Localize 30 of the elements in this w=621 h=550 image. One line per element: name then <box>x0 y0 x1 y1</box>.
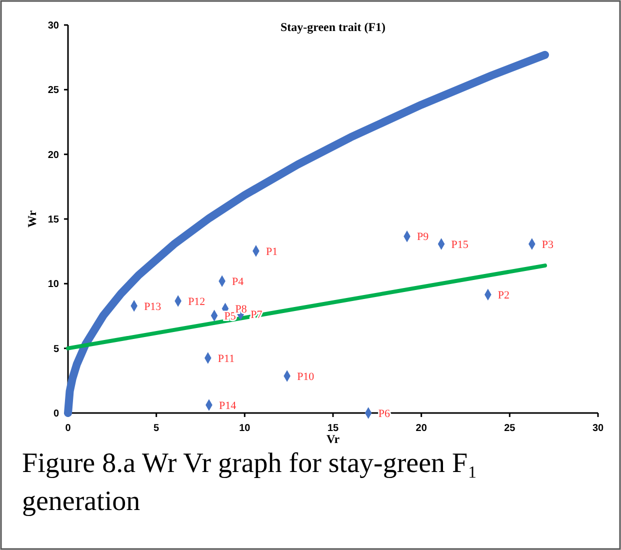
x-tick-label: 20 <box>416 423 428 434</box>
annotation: P1 <box>266 246 278 258</box>
annotation: P3 <box>542 238 554 251</box>
x-tick-label: 0 <box>65 423 72 434</box>
y-tick-label: 25 <box>48 85 60 96</box>
y-tick-label: 15 <box>48 214 60 226</box>
y-tick-label: 10 <box>48 279 60 290</box>
annotation: P13 <box>144 300 162 313</box>
annotation: P14 <box>218 400 237 412</box>
caption: Figure 8.a Wr Vr graph for stay-green F₁ generation <box>22 448 478 517</box>
chart-title: Stay-green trait (F1) <box>280 20 386 34</box>
annotation: P15 <box>451 238 469 251</box>
x-tick-label: 5 <box>154 423 160 434</box>
y-tick-label: 0 <box>53 408 60 420</box>
annotation: P12 <box>188 296 206 308</box>
x-tick-label: 25 <box>504 423 516 434</box>
annotation: P11 <box>218 352 235 365</box>
annotation: P4 <box>232 276 244 288</box>
x-tick-label: 10 <box>239 423 251 434</box>
y-axis-title: Wr <box>25 210 39 228</box>
x-tick-label: 30 <box>592 423 604 434</box>
y-tick-label: 5 <box>53 344 60 355</box>
annotation: P2 <box>498 290 510 302</box>
annotation: P8 <box>235 303 248 316</box>
annotation: P10 <box>297 370 315 383</box>
x-axis-title: Vr <box>326 432 340 446</box>
y-tick-label: 30 <box>48 20 60 32</box>
annotation: P9 <box>417 231 430 244</box>
y-tick-label: 20 <box>48 150 60 161</box>
x-tick-label: 15 <box>327 423 339 434</box>
